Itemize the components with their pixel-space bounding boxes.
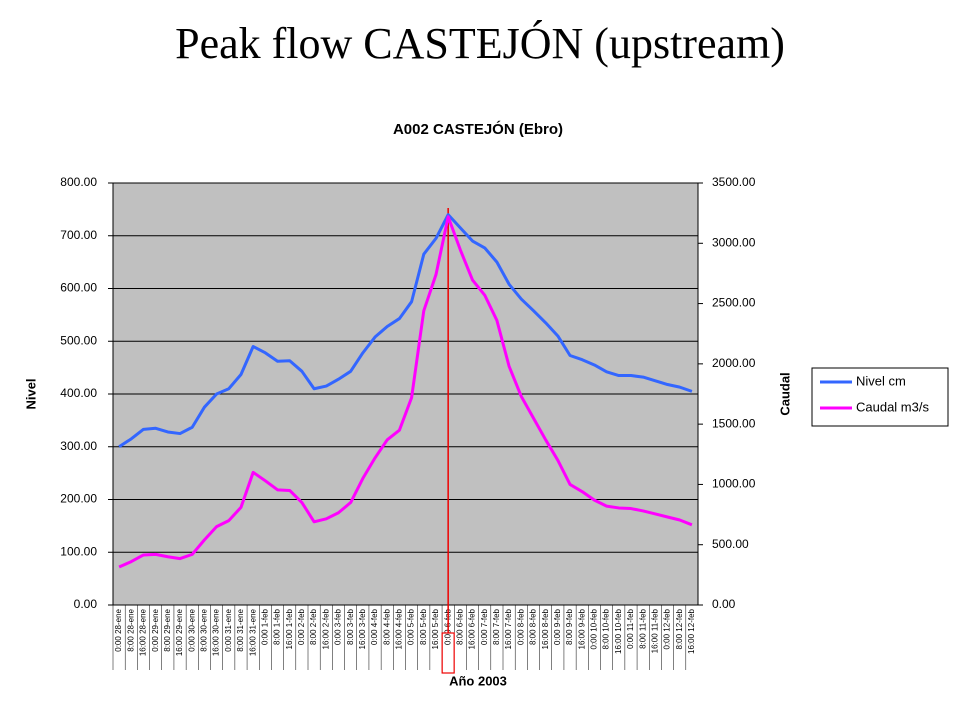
- x-tick-label: 0:00 3-feb: [334, 608, 343, 645]
- x-tick-label: 16:00 11-feb: [650, 608, 659, 653]
- x-tick-label: 16:00 7-feb: [504, 608, 513, 649]
- y2-tick-label: 3500.00: [712, 175, 756, 189]
- x-tick-label: 8:00 4-feb: [382, 608, 391, 645]
- y-tick-label: 300.00: [60, 439, 97, 453]
- x-tick-label: 16:00 10-feb: [614, 608, 623, 653]
- x-tick-label: 0:00 1-feb: [260, 608, 269, 645]
- x-tick-label: 0:00 10-feb: [590, 608, 599, 649]
- x-tick-label: 8:00 2-feb: [309, 608, 318, 645]
- legend-label: Nivel cm: [856, 373, 906, 388]
- y2-axis-label: Caudal: [777, 372, 792, 415]
- x-tick-label: 16:00 31-ene: [248, 608, 257, 656]
- x-tick-label: 16:00 4-feb: [395, 608, 404, 649]
- x-tick-label: 0:00 7-feb: [480, 608, 489, 645]
- page-title: Peak flow CASTEJÓN (upstream): [175, 19, 785, 68]
- x-tick-label: 8:00 3-feb: [346, 608, 355, 645]
- x-tick-label: 8:00 30-ene: [200, 608, 209, 651]
- x-tick-label: 16:00 29-ene: [175, 608, 184, 656]
- x-axis-label: Año 2003: [449, 673, 507, 688]
- x-tick-label: 16:00 28-ene: [139, 608, 148, 656]
- x-tick-label: 0:00 5-feb: [407, 608, 416, 645]
- x-tick-label: 16:00 9-feb: [577, 608, 586, 649]
- x-tick-label: 16:00 2-feb: [321, 608, 330, 649]
- x-tick-label: 8:00 1-feb: [273, 608, 282, 645]
- x-tick-label: 16:00 30-ene: [212, 608, 221, 656]
- chart-title: A002 CASTEJÓN (Ebro): [393, 120, 563, 138]
- x-tick-label: 0:00 9-feb: [553, 608, 562, 645]
- x-tick-label: 16:00 5-feb: [431, 608, 440, 649]
- y-tick-label: 600.00: [60, 281, 97, 295]
- x-tick-label: 0:00 2-feb: [297, 608, 306, 645]
- y-axis-label: Nivel: [23, 378, 38, 409]
- y-tick-label: 700.00: [60, 228, 97, 242]
- x-tick-label: 0:00 12-feb: [663, 608, 672, 649]
- x-tick-label: 8:00 8-feb: [529, 608, 538, 645]
- y-tick-label: 800.00: [60, 175, 97, 189]
- x-tick-label: 0:00 4-feb: [370, 608, 379, 645]
- y2-tick-label: 2000.00: [712, 356, 756, 370]
- x-tick-label: 8:00 9-feb: [565, 608, 574, 645]
- legend-label: Caudal m3/s: [856, 399, 929, 414]
- x-tick-label: 8:00 10-feb: [602, 608, 611, 649]
- y2-tick-label: 3000.00: [712, 235, 756, 249]
- x-tick-label: 8:00 29-ene: [163, 608, 172, 651]
- x-tick-label: 0:00 28-ene: [114, 608, 123, 651]
- x-tick-label: 8:00 28-ene: [126, 608, 135, 651]
- x-tick-label: 8:00 5-feb: [419, 608, 428, 645]
- x-tick-label: 0:00 30-ene: [187, 608, 196, 651]
- legend-box: [811, 367, 949, 427]
- x-tick-label: 0:00 11-feb: [626, 608, 635, 648]
- y-tick-label: 400.00: [60, 386, 97, 400]
- x-tick-label: 16:00 8-feb: [541, 608, 550, 649]
- y-tick-label: 100.00: [60, 544, 97, 558]
- x-tick-label: 8:00 6-feb: [455, 608, 464, 645]
- series-line: [118, 213, 693, 449]
- y-tick-label: 500.00: [60, 333, 97, 347]
- y2-tick-label: 1500.00: [712, 416, 756, 430]
- x-tick-label: 8:00 31-ene: [236, 608, 245, 651]
- y2-tick-label: 2500.00: [712, 296, 756, 310]
- x-tick-label: 8:00 11-feb: [638, 608, 647, 648]
- x-tick-label: 16:00 6-feb: [468, 608, 477, 649]
- x-tick-label: 8:00 7-feb: [492, 608, 501, 645]
- x-tick-label: 0:00 31-ene: [224, 608, 233, 651]
- y-tick-label: 0.00: [74, 597, 98, 611]
- series-line: [118, 215, 693, 569]
- x-tick-label: 16:00 1-feb: [285, 608, 294, 649]
- x-tick-label: 8:00 12-feb: [675, 608, 684, 649]
- y2-tick-label: 1000.00: [712, 477, 756, 491]
- y-tick-label: 200.00: [60, 492, 97, 506]
- x-tick-label: 0:00 29-ene: [151, 608, 160, 651]
- x-tick-label: 16:00 12-feb: [687, 608, 696, 653]
- y2-tick-label: 0.00: [712, 597, 736, 611]
- x-tick-label: 0:00 8-feb: [516, 608, 525, 645]
- x-tick-label: 16:00 3-feb: [358, 608, 367, 649]
- y2-tick-label: 500.00: [712, 537, 749, 551]
